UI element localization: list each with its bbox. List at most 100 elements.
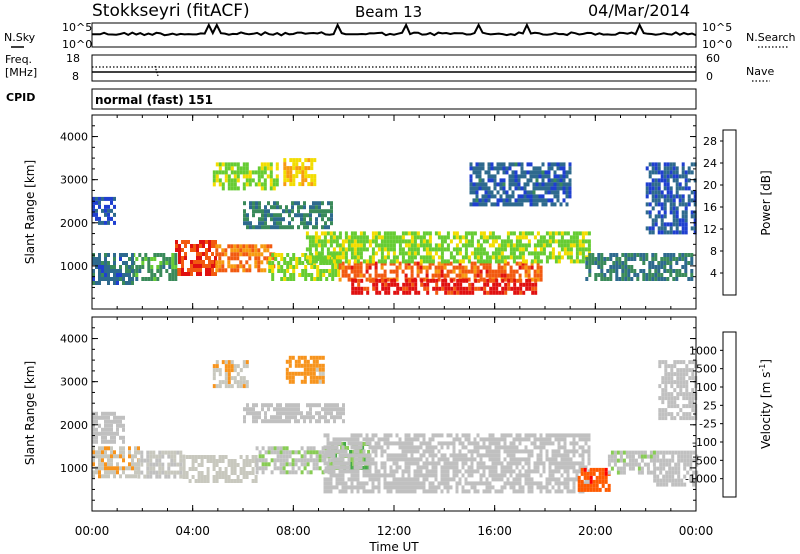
echo-cell [627,253,631,257]
echo-cell [149,458,153,463]
echo-cell [242,182,246,187]
echo-cell [502,190,506,195]
echo-cell [485,453,489,458]
echo-cell [308,255,312,260]
echo-cell [381,286,385,291]
echo-cell [288,411,291,416]
echo-cell [662,466,666,471]
echo-cell [147,265,151,269]
y-tick-label: 1000 [60,260,88,273]
echo-cell [476,441,480,446]
echo-cell [619,454,623,459]
echo-cell [407,441,411,446]
echo-cell [692,478,696,483]
echo-cell [236,463,240,467]
echo-cell [560,453,564,458]
echo-cell [677,470,681,475]
echo-cell [178,256,181,260]
echo-cell [526,178,530,183]
echo-cell [575,231,579,236]
echo-cell [309,375,313,380]
echo-cell [135,269,139,273]
echo-cell [568,182,572,187]
echo-cell [692,450,696,455]
echo-cell [633,257,637,261]
echo-cell [239,376,243,381]
echo-cell [199,240,202,244]
echo-cell [95,454,98,459]
echo-cell [645,166,649,171]
echo-cell [374,473,378,478]
echo-cell [309,371,313,376]
echo-cell [330,217,333,222]
echo-cell [687,170,691,175]
echo-cell [581,433,585,438]
echo-cell [200,475,204,479]
echo-cell [664,408,668,413]
echo-cell [527,243,531,248]
echo-cell [413,231,417,236]
echo-cell [318,458,322,463]
echo-cell [294,458,298,463]
echo-cell [689,474,693,479]
echo-cell [637,454,641,459]
echo-cell [512,437,516,442]
echo-cell [651,182,655,187]
echo-cell [512,477,516,482]
echo-cell [353,453,357,458]
echo-cell [301,170,305,175]
echo-cell [528,286,532,291]
echo-cell [514,186,518,191]
echo-cell [257,248,261,253]
echo-cell [263,244,267,249]
echo-cell [662,482,666,487]
echo-cell [331,265,335,269]
echo-cell [539,277,543,282]
echo-cell [233,174,237,179]
echo-cell [690,190,694,195]
echo-cell [553,186,557,191]
echo-cell [312,205,315,210]
echo-cell [288,462,292,467]
echo-cell [672,210,676,215]
x-tick-label: 00:00 [679,524,714,538]
echo-cell [526,194,530,199]
echo-cell [560,255,564,260]
echo-cell [609,265,613,269]
echo-cell [344,481,348,486]
echo-cell [326,461,330,466]
echo-cell [344,465,348,470]
echo-cell [211,240,214,244]
echo-cell [347,265,351,270]
echo-cell [203,455,207,459]
echo-cell [156,269,160,273]
echo-cell [368,437,372,442]
echo-cell [314,259,318,264]
echo-cell [141,265,145,269]
echo-cell [107,446,110,451]
echo-cell [309,379,313,384]
echo-cell [413,477,417,482]
echo-cell [95,419,98,424]
echo-cell [137,446,140,451]
echo-cell [682,384,686,389]
echo-cell [517,202,521,207]
echo-cell [500,469,504,474]
echo-cell [331,277,335,281]
echo-cell [140,450,144,455]
echo-cell [110,419,113,424]
echo-cell [273,217,276,222]
echo-cell [208,244,211,248]
echo-cell [196,244,199,248]
echo-cell [640,450,644,455]
echo-cell [275,162,279,167]
echo-cell [581,235,585,240]
echo-cell [110,216,113,221]
echo-cell [317,255,321,260]
echo-cell [393,282,397,287]
echo-cell [98,273,101,277]
echo-cell [651,186,655,191]
echo-cell [441,286,445,291]
echo-cell [389,469,393,474]
echo-cell [356,481,360,486]
